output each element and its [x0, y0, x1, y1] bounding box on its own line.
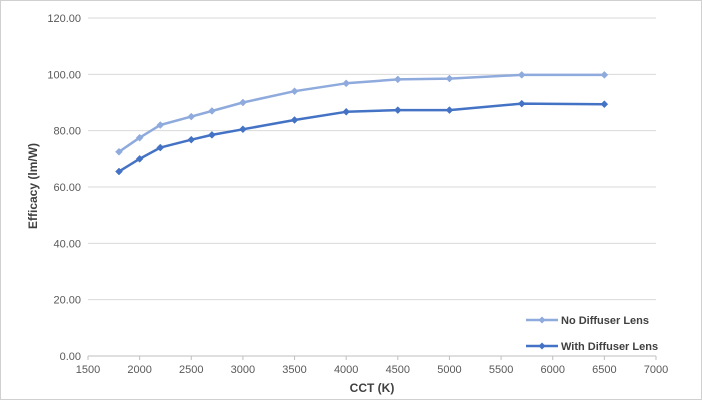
- x-tick-label: 4500: [386, 364, 410, 376]
- y-tick-label: 60.00: [53, 182, 81, 194]
- x-tick-label: 6000: [540, 364, 564, 376]
- legend-label: With Diffuser Lens: [561, 341, 658, 353]
- data-point: [445, 74, 454, 83]
- x-tick-label: 4000: [334, 364, 358, 376]
- data-point: [187, 135, 196, 144]
- data-point: [115, 147, 123, 156]
- y-tick-label: 100.00: [47, 69, 81, 81]
- x-tick-labels: 1500 2000 2500 3000 3500 4000 4500 5000 5500 6000…: [76, 364, 668, 376]
- data-point: [600, 71, 609, 79]
- data-point: [187, 112, 196, 121]
- x-tick-label: 6500: [592, 364, 616, 376]
- data-point: [342, 79, 351, 88]
- x-axis-title: CCT (K): [350, 381, 395, 395]
- data-point: [208, 107, 216, 115]
- series-no-diffuser-lens: [115, 71, 609, 156]
- x-tick-label: 2000: [127, 364, 151, 376]
- y-axis-title: Efficacy (lm/W): [26, 143, 40, 229]
- data-point: [115, 167, 123, 176]
- data-point: [517, 99, 526, 108]
- data-point: [517, 71, 526, 79]
- y-tick-label: 20.00: [53, 295, 81, 307]
- data-point: [290, 116, 299, 124]
- data-point: [135, 133, 144, 142]
- legend: No Diffuser Lens With Diffuser Lens: [526, 315, 658, 353]
- x-tick-label: 5000: [437, 364, 461, 376]
- series-line-with-diffuser-lens: [118, 102, 605, 173]
- series-with-diffuser-lens: [115, 99, 609, 176]
- gridlines: [88, 17, 656, 357]
- legend-label: No Diffuser Lens: [561, 315, 649, 327]
- data-point: [600, 100, 609, 109]
- x-tick-label: 3000: [231, 364, 255, 376]
- x-tick-label: 5500: [489, 364, 513, 376]
- series-line-no-diffuser-lens: [118, 73, 605, 153]
- data-point: [342, 107, 351, 116]
- axes: [87, 355, 657, 360]
- y-tick-labels: 0.00 20.00 40.00 60.00 80.00 100.00 120.00: [47, 13, 81, 363]
- y-tick-label: 40.00: [53, 238, 81, 250]
- legend-marker: [538, 342, 546, 350]
- data-point: [239, 125, 247, 134]
- legend-marker: [538, 316, 546, 324]
- series-layer: [115, 71, 609, 176]
- data-point: [393, 106, 402, 114]
- y-tick-label: 0.00: [60, 351, 81, 363]
- data-point: [156, 143, 165, 152]
- y-tick-label: 80.00: [53, 126, 81, 138]
- x-tick-label: 3500: [282, 364, 306, 376]
- data-point: [393, 75, 402, 84]
- data-point: [156, 121, 165, 129]
- x-tick-label: 2500: [179, 364, 203, 376]
- x-tick-label: 1500: [76, 364, 100, 376]
- data-point: [208, 131, 216, 139]
- data-point: [445, 106, 454, 114]
- data-point: [290, 87, 299, 96]
- x-tick-label: 7000: [644, 364, 668, 376]
- y-tick-label: 120.00: [47, 13, 81, 25]
- data-point: [135, 154, 144, 163]
- data-point: [239, 98, 247, 107]
